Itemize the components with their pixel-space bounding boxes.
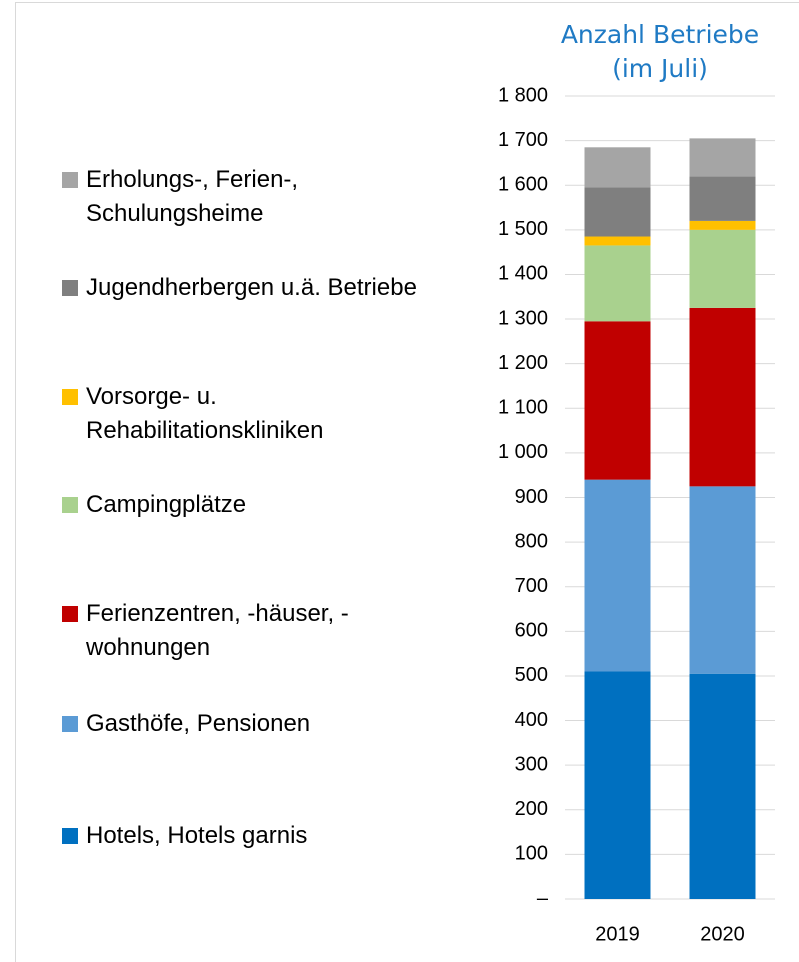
y-tick-label: 900 xyxy=(515,486,548,508)
bar-segment xyxy=(689,307,756,487)
legend-swatch xyxy=(62,606,78,622)
chart-title: Anzahl Betriebe (im Juli) xyxy=(560,20,760,83)
legend-item: Vorsorge- u. Rehabilitationskliniken xyxy=(62,380,432,448)
y-tick-label: 1 300 xyxy=(498,307,548,329)
y-tick-label: 1 800 xyxy=(498,84,548,106)
legend-swatch xyxy=(62,172,78,188)
bar-segment xyxy=(584,321,651,480)
bar-segment xyxy=(689,220,756,230)
legend-label: Vorsorge- u. Rehabilitationskliniken xyxy=(86,383,324,444)
y-tick-label: 200 xyxy=(515,798,548,820)
legend-label: Jugendherbergen u.ä. Betriebe xyxy=(86,274,417,301)
y-tick-label: 1 200 xyxy=(498,352,548,374)
y-tick-label: 800 xyxy=(515,530,548,552)
bar-segment xyxy=(689,176,756,221)
legend-swatch xyxy=(62,828,78,844)
y-tick-label: 400 xyxy=(515,709,548,731)
bar-segment xyxy=(689,229,756,308)
y-tick-label: – xyxy=(537,887,549,909)
legend-item: Erholungs-, Ferien-, Schulungsheime xyxy=(62,163,432,231)
legend-item: Jugendherbergen u.ä. Betriebe xyxy=(62,271,432,305)
legend-swatch xyxy=(62,716,78,732)
bar-segment xyxy=(689,138,756,177)
bar-segment xyxy=(584,245,651,322)
y-tick-label: 1 700 xyxy=(498,129,548,151)
legend-item: Campingplätze xyxy=(62,488,432,522)
y-tick-label: 1 000 xyxy=(498,441,548,463)
bar-segment xyxy=(584,147,651,188)
y-tick-label: 1 500 xyxy=(498,218,548,240)
x-tick-label: 2020 xyxy=(700,923,745,945)
bar-segment xyxy=(584,187,651,237)
legend-item: Ferienzentren, -häuser, -wohnungen xyxy=(62,597,432,665)
x-tick-label: 2019 xyxy=(595,923,640,945)
legend-label: Hotels, Hotels garnis xyxy=(86,822,308,849)
y-tick-label: 1 400 xyxy=(498,263,548,285)
frame xyxy=(15,2,799,962)
y-tick-label: 1 100 xyxy=(498,397,548,419)
legend-label: Campingplätze xyxy=(86,491,247,518)
y-tick-label: 100 xyxy=(515,843,548,865)
y-tick-label: 300 xyxy=(515,753,548,775)
bar-segment xyxy=(584,236,651,246)
bar-segment xyxy=(689,486,756,674)
legend-label: Erholungs-, Ferien-, Schulungsheime xyxy=(86,166,299,227)
legend-label: Gasthöfe, Pensionen xyxy=(86,710,311,737)
y-tick-label: 500 xyxy=(515,664,548,686)
legend-item: Gasthöfe, Pensionen xyxy=(62,707,432,741)
y-tick-label: 700 xyxy=(515,575,548,597)
bar-segment xyxy=(584,479,651,672)
legend-swatch xyxy=(62,389,78,405)
legend-swatch xyxy=(62,280,78,296)
legend-item: Hotels, Hotels garnis xyxy=(62,819,432,853)
bar-segment xyxy=(584,671,651,899)
y-tick-label: 1 600 xyxy=(498,174,548,196)
y-tick-label: 600 xyxy=(515,620,548,642)
legend-label: Ferienzentren, -häuser, -wohnungen xyxy=(86,600,349,661)
bar-segment xyxy=(689,673,756,899)
legend-swatch xyxy=(62,497,78,513)
